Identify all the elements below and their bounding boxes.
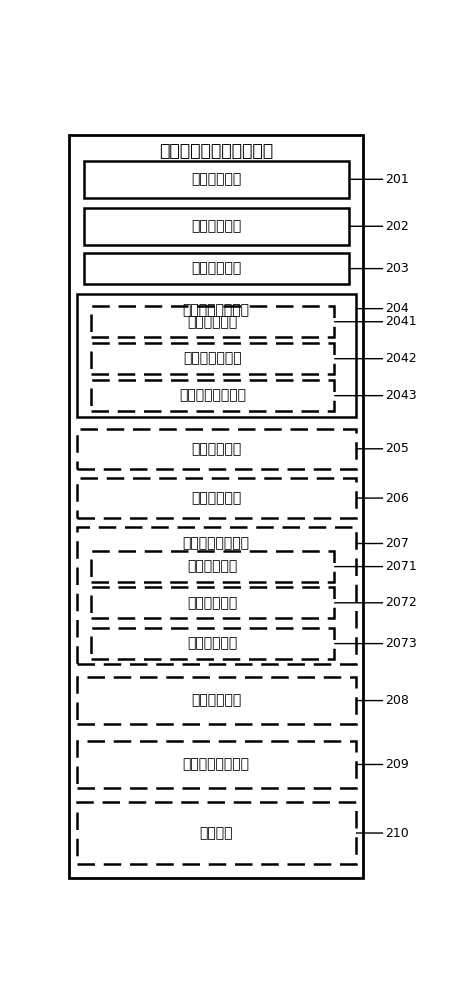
- Bar: [77, 478, 356, 518]
- Text: 201: 201: [385, 173, 409, 186]
- Bar: [77, 741, 356, 788]
- Text: 第四获取模块: 第四获取模块: [191, 694, 241, 708]
- Bar: [84, 161, 349, 198]
- Bar: [84, 208, 349, 245]
- Text: 修正模块: 修正模块: [199, 826, 233, 840]
- Text: 2072: 2072: [385, 596, 417, 609]
- Bar: [84, 253, 349, 284]
- Text: 第三获取模块: 第三获取模块: [191, 491, 241, 505]
- Text: 差值计算单元: 差值计算单元: [188, 560, 238, 574]
- Text: 204: 204: [385, 302, 409, 315]
- Bar: [77, 429, 356, 469]
- Bar: [91, 628, 334, 659]
- Text: 2071: 2071: [385, 560, 417, 573]
- Text: 荷电状态确定单元: 荷电状态确定单元: [179, 389, 246, 403]
- Text: 210: 210: [385, 827, 409, 840]
- Text: 203: 203: [385, 262, 409, 275]
- Text: 第二确定单元: 第二确定单元: [188, 637, 238, 651]
- Text: 202: 202: [385, 220, 409, 233]
- Text: 206: 206: [385, 492, 409, 505]
- Bar: [77, 677, 356, 724]
- Bar: [77, 527, 356, 664]
- Bar: [91, 343, 334, 374]
- Text: 第一获取模块: 第一获取模块: [191, 172, 241, 186]
- Bar: [69, 135, 363, 878]
- Text: 第二计算模块: 第二计算模块: [191, 262, 241, 276]
- Text: 2042: 2042: [385, 352, 417, 365]
- Text: 电池的电荷状态估算装置: 电池的电荷状态估算装置: [159, 142, 273, 160]
- Bar: [77, 294, 356, 417]
- Text: 第二获取模块: 第二获取模块: [191, 442, 241, 456]
- Text: 208: 208: [385, 694, 409, 707]
- Text: 满充容量确定模块: 满充容量确定模块: [183, 537, 250, 551]
- Text: 2041: 2041: [385, 315, 417, 328]
- Bar: [77, 802, 356, 864]
- Text: 209: 209: [385, 758, 409, 771]
- Text: 207: 207: [385, 537, 409, 550]
- Text: 修正系数确定模块: 修正系数确定模块: [183, 757, 250, 771]
- Text: 2043: 2043: [385, 389, 417, 402]
- Bar: [91, 551, 334, 582]
- Text: 温度获取单元: 温度获取单元: [188, 315, 238, 329]
- Text: 205: 205: [385, 442, 409, 455]
- Text: 荷电状态确定模块: 荷电状态确定模块: [183, 303, 250, 317]
- Text: 第一计算模块: 第一计算模块: [191, 219, 241, 233]
- Text: 第一确定单元: 第一确定单元: [188, 596, 238, 610]
- Text: 2073: 2073: [385, 637, 417, 650]
- Text: 子关系确定单元: 子关系确定单元: [183, 352, 242, 366]
- Bar: [91, 306, 334, 337]
- Bar: [91, 380, 334, 411]
- Bar: [91, 587, 334, 618]
